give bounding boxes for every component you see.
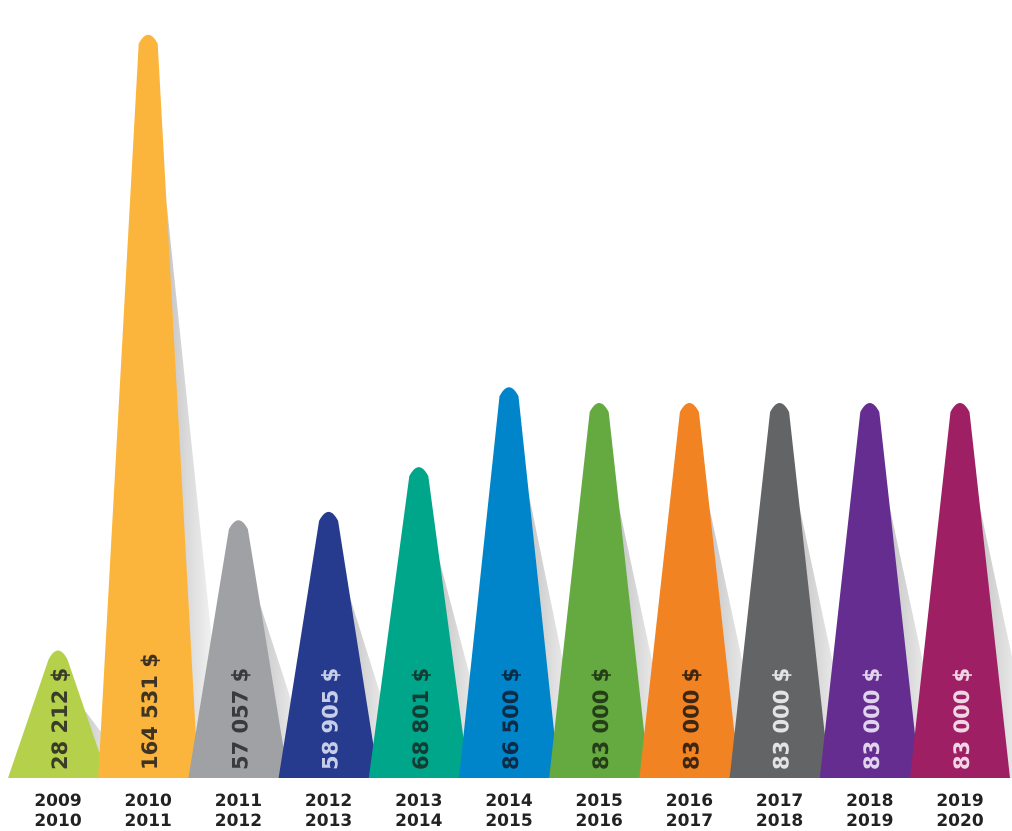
category-label-start-year: 2014 (485, 791, 532, 811)
value-labels-layer: 28 212 $ 164 531 $ 57 057 $ 58 905 $ 68 801 … (48, 653, 974, 770)
value-label: 83 000 $ (679, 668, 703, 770)
bar-2017-2018 (729, 403, 830, 778)
category-label-start-year: 2016 (666, 791, 713, 811)
value-label: 83 000 $ (950, 668, 974, 770)
value-label: 83 000 $ (770, 668, 794, 770)
bar-2013-2014 (368, 467, 469, 778)
bar-2018-2019 (819, 403, 920, 778)
bar-shadow (152, 64, 227, 778)
value-label: 68 801 $ (409, 668, 433, 770)
category-label-end-year: 2019 (846, 811, 893, 831)
category-label-end-year: 2020 (936, 811, 983, 831)
category-label-end-year: 2016 (576, 811, 623, 831)
category-label-start-year: 2018 (846, 791, 893, 811)
value-label: 58 905 $ (319, 668, 343, 770)
category-label-end-year: 2015 (485, 811, 532, 831)
category-label-end-year: 2010 (34, 811, 81, 831)
bar-2010-2011 (98, 34, 199, 778)
category-label-start-year: 2009 (34, 791, 81, 811)
category-label-start-year: 2011 (215, 791, 262, 811)
bar-2019-2020 (910, 403, 1010, 778)
category-label-end-year: 2012 (215, 811, 262, 831)
category-label-end-year: 2017 (666, 811, 713, 831)
bar-2015-2016 (549, 403, 650, 778)
bar-shadow (242, 550, 317, 778)
category-label-end-year: 2013 (305, 811, 352, 831)
value-label: 164 531 $ (138, 653, 162, 770)
bars-layer (8, 34, 1012, 778)
category-label-start-year: 2015 (576, 791, 623, 811)
value-label: 28 212 $ (48, 668, 72, 770)
category-label-start-year: 2012 (305, 791, 352, 811)
category-label-end-year: 2018 (756, 811, 803, 831)
value-label: 83 000 $ (589, 668, 613, 770)
category-label-start-year: 2017 (756, 791, 803, 811)
bar-shadow (332, 541, 407, 778)
bar-2009-2010 (8, 650, 108, 778)
category-label-start-year: 2013 (395, 791, 442, 811)
category-label-start-year: 2010 (125, 791, 172, 811)
bar-2011-2012 (188, 520, 289, 778)
value-label: 57 057 $ (228, 668, 252, 770)
value-label: 83 000 $ (860, 668, 884, 770)
category-axis: 2009201020102011201120122012201320132014… (34, 791, 983, 831)
value-label: 86 500 $ (499, 668, 523, 770)
bar-2016-2017 (639, 403, 740, 778)
category-label-end-year: 2011 (125, 811, 172, 831)
category-label-start-year: 2019 (936, 791, 983, 811)
bar-2014-2015 (459, 387, 559, 778)
category-label-end-year: 2014 (395, 811, 442, 831)
bar-2012-2013 (278, 511, 379, 778)
